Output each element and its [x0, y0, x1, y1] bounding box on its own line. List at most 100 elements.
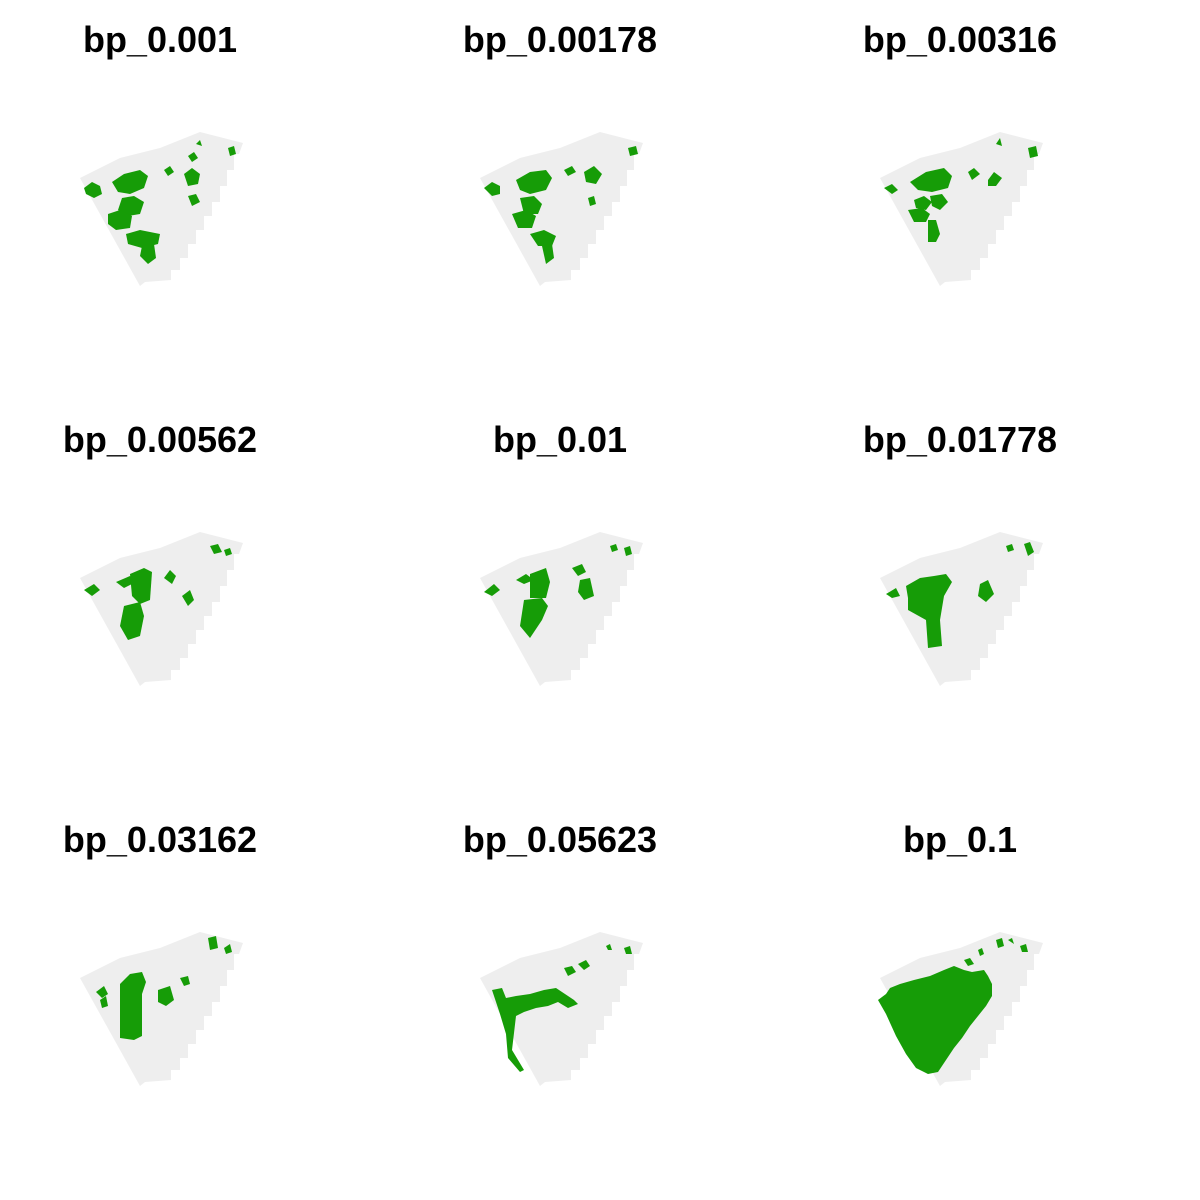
selected-patch	[188, 194, 200, 206]
region-map	[878, 932, 1043, 1086]
selected-patch	[100, 996, 108, 1008]
selected-patch	[164, 570, 176, 584]
selected-patch	[1006, 544, 1014, 552]
selected-patch	[516, 170, 552, 194]
panel-title: bp_0.00178	[462, 19, 658, 60]
selected-patch	[484, 584, 500, 596]
study-area	[480, 132, 643, 286]
selected-patch	[914, 196, 932, 210]
study-area	[80, 132, 243, 286]
selected-patch	[130, 568, 152, 604]
selected-patch	[112, 170, 148, 194]
selected-patch	[578, 578, 594, 600]
selected-patch	[492, 988, 578, 1072]
selected-patch	[542, 244, 554, 264]
region-map	[480, 932, 643, 1086]
study-area	[480, 532, 643, 686]
selected-patch	[1008, 938, 1014, 944]
selected-patch	[564, 166, 576, 176]
study-area	[80, 532, 243, 686]
selected-patch	[120, 972, 146, 1040]
selected-patch	[624, 946, 632, 954]
selected-patch	[84, 584, 100, 596]
selected-patch	[126, 230, 160, 248]
selected-patch	[978, 580, 994, 602]
panel-title: bp_0.001	[82, 19, 238, 60]
selected-patch	[624, 546, 632, 556]
map-panel: bp_0.1	[800, 800, 1200, 1200]
map-panel: bp_0.001	[0, 0, 400, 400]
panel-title: bp_0.00562	[62, 419, 258, 460]
selected-patch	[164, 166, 174, 176]
study-area	[480, 932, 643, 1086]
selected-patch	[210, 544, 222, 554]
selected-patch	[120, 602, 144, 640]
selected-patch	[530, 230, 556, 246]
panel-title: bp_0.01778	[862, 419, 1058, 460]
map-panel: bp_0.00178	[400, 0, 800, 400]
selected-patch	[108, 210, 132, 230]
selected-patch	[196, 140, 202, 146]
selected-patch	[520, 598, 548, 638]
selected-patch	[988, 172, 1002, 186]
selected-patch	[180, 976, 190, 986]
selected-patch	[884, 184, 898, 194]
selected-patch	[1020, 944, 1028, 952]
map-panel: bp_0.05623	[400, 800, 800, 1200]
selected-patch	[910, 168, 952, 192]
selected-patch	[564, 966, 576, 976]
region-map	[80, 532, 243, 686]
selected-patch	[628, 146, 638, 156]
selected-patch	[964, 958, 974, 966]
selected-patch	[224, 944, 232, 954]
region-map	[880, 132, 1043, 286]
map-panel: bp_0.01	[400, 400, 800, 800]
map-panel: bp_0.01778	[800, 400, 1200, 800]
selected-patch	[118, 196, 144, 216]
map-panel: bp_0.00562	[0, 400, 400, 800]
selected-patch	[84, 182, 102, 198]
panel-title: bp_0.03162	[62, 819, 258, 860]
selected-patch	[158, 986, 174, 1006]
region-map	[80, 132, 243, 286]
selected-patch	[96, 986, 108, 998]
study-area	[880, 532, 1043, 686]
selected-patch	[484, 182, 500, 196]
selected-patch	[224, 548, 232, 556]
selected-patch	[930, 194, 948, 210]
selected-patch	[886, 588, 900, 598]
selected-patch	[140, 244, 156, 264]
study-area	[880, 132, 1043, 286]
selected-patch	[516, 574, 534, 584]
selected-patch	[906, 574, 952, 648]
panel-title: bp_0.05623	[462, 819, 658, 860]
selected-patch	[610, 544, 618, 552]
panel-title: bp_0.00316	[862, 19, 1058, 60]
selected-patch	[1024, 542, 1034, 556]
selected-patch	[584, 166, 602, 184]
study-area	[80, 932, 243, 1086]
selected-patch	[908, 208, 930, 222]
selected-patch	[530, 568, 550, 598]
selected-patch	[572, 564, 586, 576]
selected-patch	[606, 944, 612, 950]
selected-patch	[228, 146, 236, 156]
region-map	[480, 532, 643, 686]
map-panel: bp_0.03162	[0, 800, 400, 1200]
selected-patch	[188, 152, 198, 162]
panel-title: bp_0.1	[902, 819, 1018, 860]
selected-patch	[588, 196, 596, 206]
selected-patch	[878, 966, 992, 1074]
selected-patch	[1028, 146, 1038, 158]
selected-patch	[184, 168, 200, 186]
map-panel: bp_0.00316	[800, 0, 1200, 400]
region-map	[880, 532, 1043, 686]
selected-patch	[928, 220, 940, 242]
panel-title: bp_0.01	[492, 419, 628, 460]
selected-patch	[208, 936, 218, 950]
selected-patch	[512, 210, 536, 228]
region-map	[480, 132, 643, 286]
region-map	[80, 932, 243, 1086]
selected-patch	[978, 948, 984, 956]
